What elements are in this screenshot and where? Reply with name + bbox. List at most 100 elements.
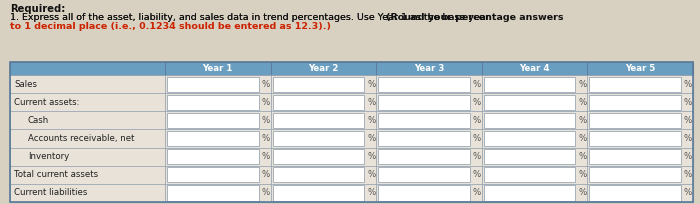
Bar — [587, 147, 693, 166]
Text: to 1 decimal place (i.e., 0.1234 should be entered as 12.3).): to 1 decimal place (i.e., 0.1234 should … — [10, 22, 331, 31]
Bar — [10, 75, 165, 93]
Text: %: % — [578, 170, 587, 179]
Bar — [167, 185, 258, 201]
Bar — [10, 166, 165, 184]
Bar — [482, 93, 587, 111]
Bar — [484, 76, 575, 92]
Text: %: % — [368, 80, 375, 89]
Text: Year 5: Year 5 — [625, 64, 655, 73]
Text: %: % — [262, 98, 270, 107]
Bar — [589, 113, 681, 128]
Text: %: % — [684, 116, 692, 125]
Bar — [587, 166, 693, 184]
Text: Total current assets: Total current assets — [14, 170, 98, 179]
Bar — [271, 129, 376, 147]
Text: 1. Express all of the asset, liability, and sales data in trend percentages. Use: 1. Express all of the asset, liability, … — [10, 13, 652, 22]
Text: 1. Express all of the asset, liability, and sales data in trend percentages. Use: 1. Express all of the asset, liability, … — [10, 13, 495, 22]
Text: %: % — [368, 116, 375, 125]
Bar — [378, 131, 470, 146]
Bar — [482, 184, 587, 202]
Text: %: % — [578, 98, 587, 107]
Bar — [165, 166, 271, 184]
Text: Year 4: Year 4 — [519, 64, 550, 73]
Bar — [484, 149, 575, 164]
Text: %: % — [368, 188, 375, 197]
Text: %: % — [684, 98, 692, 107]
Bar — [376, 111, 482, 129]
Bar — [482, 111, 587, 129]
Bar — [484, 95, 575, 110]
Text: %: % — [684, 188, 692, 197]
Text: %: % — [262, 152, 270, 161]
Bar — [165, 93, 271, 111]
Text: Year 2: Year 2 — [308, 64, 339, 73]
Bar — [376, 75, 482, 93]
Bar — [167, 76, 258, 92]
Bar — [378, 95, 470, 110]
Bar — [167, 167, 258, 182]
Bar — [378, 185, 470, 201]
Bar — [272, 76, 364, 92]
Bar — [587, 93, 693, 111]
Bar — [10, 62, 693, 202]
Bar — [165, 184, 271, 202]
Text: %: % — [684, 80, 692, 89]
Bar — [376, 166, 482, 184]
Bar — [165, 75, 271, 93]
Bar — [10, 62, 693, 202]
Bar — [10, 111, 165, 129]
Bar — [484, 131, 575, 146]
Bar — [272, 185, 364, 201]
Bar — [272, 131, 364, 146]
Text: %: % — [473, 80, 481, 89]
Bar — [587, 75, 693, 93]
Text: Year 1: Year 1 — [202, 64, 233, 73]
Text: %: % — [473, 98, 481, 107]
Text: %: % — [368, 152, 375, 161]
Bar — [271, 111, 376, 129]
Bar — [376, 184, 482, 202]
Bar — [167, 113, 258, 128]
Bar — [589, 76, 681, 92]
Text: Year 3: Year 3 — [414, 64, 444, 73]
Text: %: % — [684, 134, 692, 143]
Bar — [272, 113, 364, 128]
Bar — [271, 147, 376, 166]
Bar — [587, 184, 693, 202]
Bar — [272, 167, 364, 182]
Text: %: % — [473, 188, 481, 197]
Bar — [484, 167, 575, 182]
Text: %: % — [578, 80, 587, 89]
Text: %: % — [578, 188, 587, 197]
Bar — [167, 131, 258, 146]
Bar — [482, 147, 587, 166]
Text: %: % — [473, 152, 481, 161]
Text: %: % — [473, 170, 481, 179]
Bar — [589, 95, 681, 110]
Bar — [484, 113, 575, 128]
Bar — [165, 147, 271, 166]
Text: %: % — [684, 152, 692, 161]
Text: %: % — [262, 80, 270, 89]
Bar — [167, 95, 258, 110]
Bar — [167, 149, 258, 164]
Bar — [165, 129, 271, 147]
Bar — [378, 167, 470, 182]
Text: %: % — [368, 170, 375, 179]
Bar — [589, 149, 681, 164]
Text: %: % — [262, 134, 270, 143]
Bar — [271, 184, 376, 202]
Bar — [271, 93, 376, 111]
Text: %: % — [578, 134, 587, 143]
Text: Cash: Cash — [28, 116, 49, 125]
Text: %: % — [684, 170, 692, 179]
Bar — [376, 62, 482, 75]
Bar — [272, 149, 364, 164]
Bar — [165, 62, 271, 75]
Text: Sales: Sales — [14, 80, 37, 89]
Text: %: % — [473, 134, 481, 143]
Bar — [484, 185, 575, 201]
Bar — [10, 129, 165, 147]
Text: %: % — [368, 98, 375, 107]
Bar — [271, 62, 376, 75]
